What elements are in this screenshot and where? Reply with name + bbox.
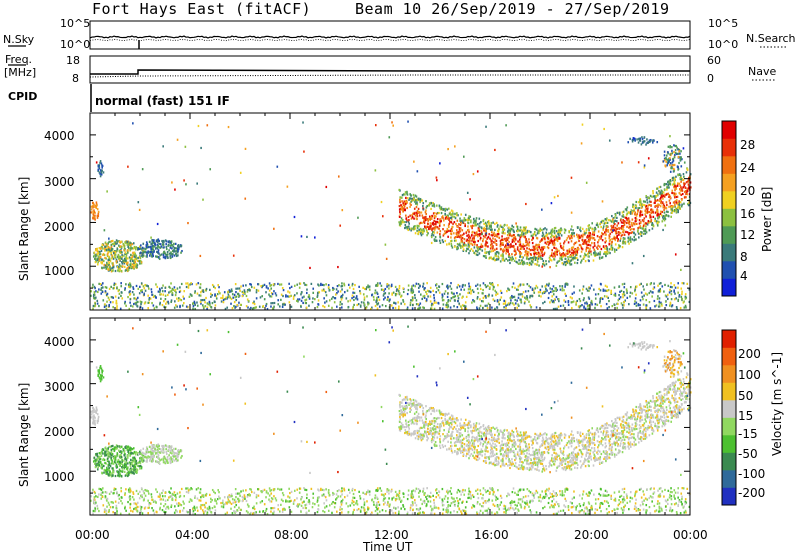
x-axis-label: Time UT (363, 540, 413, 554)
nsearch-label: N.Search (746, 32, 796, 45)
power-cbar-label: Power [dB] (760, 186, 774, 252)
x-tick: 08:00 (274, 528, 309, 542)
velocity-colorbar (721, 329, 737, 506)
power-cbar-tick: 12 (740, 228, 756, 242)
velocity-cbar-tick: 200 (738, 347, 761, 361)
freq-unit-label: [MHz] (4, 66, 37, 79)
x-tick: 00:00 (673, 528, 708, 542)
x-tick: 04:00 (175, 528, 210, 542)
power-cbar-tick: 4 (740, 269, 748, 283)
nsearch-tick-top: 10^5 (708, 17, 739, 30)
power-ytick: 3000 (44, 175, 75, 189)
power-cbar-tick: 16 (740, 207, 756, 221)
nave-tick-bottom: 0 (707, 72, 714, 85)
power-cbar-tick: 20 (740, 184, 756, 198)
power-ytick: 1000 (44, 264, 75, 278)
nave-trace (89, 74, 690, 78)
freq-tick-top: 18 (66, 54, 80, 67)
station-title: Fort Hays East (fitACF) (92, 0, 312, 18)
scatter-cells (89, 35, 692, 516)
power-colorbar (721, 120, 737, 297)
nsky-trace (89, 35, 691, 39)
velocity-cbar-tick: -15 (738, 427, 758, 441)
freq-tick-bottom: 8 (72, 72, 79, 85)
x-tick: 12:00 (374, 528, 409, 542)
nsky-label: N.Sky (3, 33, 35, 46)
velocity-cbar-tick: 100 (738, 368, 761, 382)
power-ytick: 2000 (44, 220, 75, 234)
freq-label: Freq. (5, 53, 33, 66)
nsearch-trace (89, 38, 691, 42)
velocity-ytick: 2000 (44, 425, 75, 439)
power-ylabel: Slant Range [km] (17, 176, 31, 281)
nsearch-tick-bottom: 10^0 (708, 38, 739, 51)
x-tick: 20:00 (574, 528, 609, 542)
nsky-panel-frame (89, 20, 691, 50)
velocity-ytick: 1000 (44, 470, 75, 484)
x-tick: 16:00 (474, 528, 509, 542)
nave-tick-top: 60 (707, 54, 721, 67)
x-tick: 00:00 (75, 528, 110, 542)
velocity-cbar-tick: -50 (738, 447, 758, 461)
velocity-ylabel: Slant Range [km] (17, 382, 31, 487)
nsky-tick-top: 10^5 (60, 17, 91, 30)
nsky-tick-bottom: 10^0 (60, 38, 91, 51)
power-cbar-tick: 28 (740, 138, 756, 152)
freq-panel-frame (89, 55, 691, 84)
velocity-ytick: 4000 (44, 335, 75, 349)
velocity-cbar-label: Velocity [m s^-1] (770, 351, 784, 456)
power-panel-frame (89, 112, 691, 311)
power-cbar-tick: 24 (740, 161, 756, 175)
velocity-cbar-tick: -100 (738, 467, 766, 481)
velocity-cbar-tick: 50 (738, 389, 754, 403)
nave-label: Nave (748, 65, 777, 78)
velocity-cbar-tick: 15 (738, 409, 754, 423)
velocity-cbar-tick: -200 (738, 486, 766, 500)
freq-trace (90, 69, 690, 75)
velocity-ytick: 3000 (44, 380, 75, 394)
power-ytick: 4000 (44, 129, 75, 143)
power-cbar-tick: 8 (740, 250, 748, 264)
cpid-label: CPID (8, 90, 38, 103)
beam-date-title: Beam 10 26/Sep/2019 - 27/Sep/2019 (355, 0, 670, 18)
velocity-panel-frame (89, 317, 691, 516)
cpid-text: normal (fast) 151 IF (95, 94, 230, 108)
